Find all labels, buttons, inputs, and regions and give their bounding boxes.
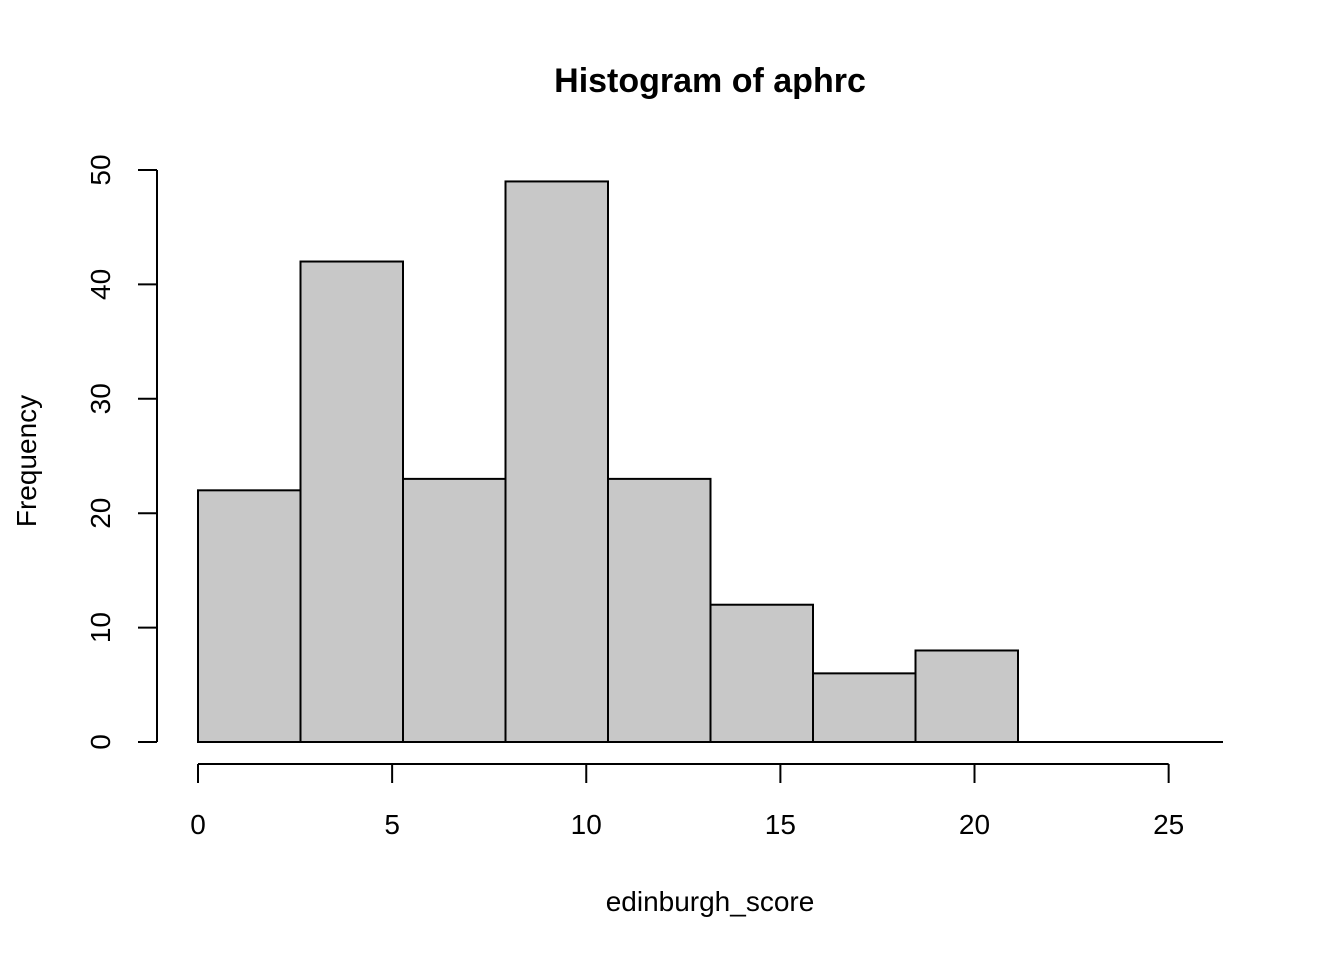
x-tick-label: 15 [765,809,796,840]
y-tick-label: 50 [85,154,116,185]
histogram-bar-7 [914,649,1019,743]
x-tick-label: 25 [1153,809,1184,840]
histogram-bar-0 [197,489,302,743]
y-tick-label: 20 [85,498,116,529]
x-axis-label: edinburgh_score [606,886,815,917]
x-axis: 0 5 10 15 20 25 [190,763,1184,840]
histogram-bar-1 [299,260,404,743]
histogram-bar-3 [504,180,609,743]
histogram-bar-6 [812,672,917,743]
histogram-bar-2 [402,477,507,743]
y-tick-label: 40 [85,269,116,300]
histogram-bar-4 [607,477,712,743]
x-tick-label: 20 [959,809,990,840]
x-tick-label: 10 [571,809,602,840]
histogram-bar-5 [709,603,814,743]
y-tick-label: 10 [85,612,116,643]
bars [197,180,1223,743]
x-tick-label: 5 [384,809,400,840]
y-tick-label: 30 [85,383,116,414]
y-tick-label: 0 [85,734,116,750]
x-tick-label: 0 [190,809,206,840]
chart-title: Histogram of aphrc [554,62,866,100]
y-axis: 0 10 20 30 40 50 [85,154,158,750]
y-axis-label: Frequency [11,395,42,527]
